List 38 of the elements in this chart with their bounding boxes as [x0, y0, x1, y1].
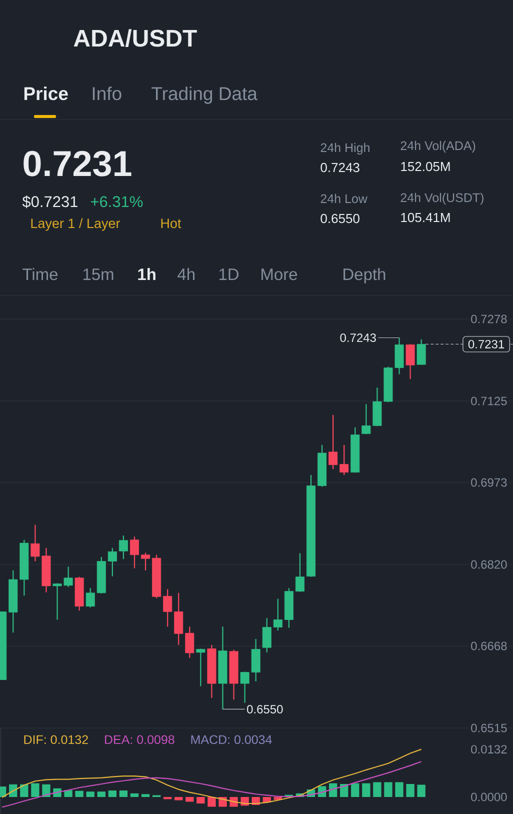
text: +6.31%: [90, 196, 143, 208]
text: 24h Vol(ADA): [400, 140, 476, 153]
text: Depth: [344, 268, 386, 284]
text: Time: [22, 268, 58, 280]
y-tick-label: 0.6515: [471, 724, 507, 732]
text: Info: [92, 86, 122, 100]
annotation: MACD: 0.0034: [191, 735, 272, 744]
y-tick-label: 0.6668: [471, 642, 507, 650]
text: 15m: [83, 268, 114, 280]
text: DEA: 0.0098: [104, 735, 174, 744]
y-tick-label: 0.6973: [471, 478, 507, 487]
text: Price: [24, 86, 68, 100]
text: 0.7231: [24, 150, 132, 176]
annotation: 0.7243: [340, 334, 376, 342]
ref-line-label: 0.7231: [468, 340, 504, 348]
text: DIF: 0.0132: [24, 735, 88, 744]
text: 1D: [219, 268, 238, 280]
text: 24h Low: [320, 194, 368, 204]
y-tick-label: 0.6820: [471, 560, 507, 569]
y-tick-label: 0.0132: [471, 745, 507, 754]
text: 105.41M: [401, 212, 450, 222]
text: 4h: [178, 268, 194, 280]
y-tick-label: 0.7278: [471, 314, 507, 324]
text: Hot: [161, 218, 182, 228]
y-tick-label: 0.0000: [471, 792, 507, 802]
text: 24h Vol(USDT): [400, 192, 484, 205]
text: $0.7231: [22, 196, 78, 208]
text: 152.05M: [401, 162, 450, 172]
text: 1h: [138, 268, 156, 280]
text: Layer 1 / Layer: [31, 218, 120, 231]
chart-title: ADA/USDT: [74, 29, 197, 47]
y-tick-label: 0.7125: [471, 396, 507, 406]
text: 24h High: [320, 142, 370, 155]
text: 0.6550: [320, 214, 360, 224]
annotation: 0.6550: [247, 704, 283, 714]
text: Trading Data: [152, 86, 258, 104]
text: 0.7243: [320, 162, 360, 172]
text: More: [262, 268, 298, 280]
